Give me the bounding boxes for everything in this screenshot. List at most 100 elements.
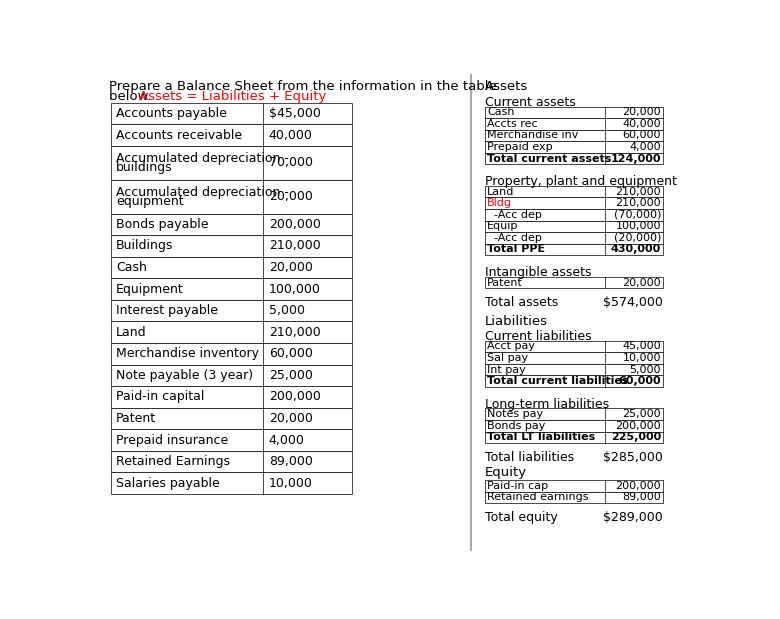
- Text: 100,000: 100,000: [615, 222, 661, 232]
- Text: 89,000: 89,000: [622, 492, 661, 503]
- Text: Acct pay: Acct pay: [488, 342, 535, 352]
- Bar: [485, 480, 663, 491]
- Text: 89,000: 89,000: [269, 455, 313, 468]
- Text: Equip: Equip: [488, 222, 519, 232]
- Bar: [112, 408, 352, 429]
- Text: Prepaid exp: Prepaid exp: [488, 142, 553, 152]
- Text: Note payable (3 year): Note payable (3 year): [116, 369, 254, 382]
- Text: Land: Land: [488, 187, 515, 197]
- Bar: [485, 106, 663, 118]
- Bar: [112, 472, 352, 494]
- Bar: [485, 340, 663, 352]
- Bar: [485, 375, 663, 387]
- Bar: [485, 491, 663, 503]
- Text: Patent: Patent: [116, 412, 156, 425]
- Text: $45,000: $45,000: [269, 107, 321, 120]
- Bar: [485, 141, 663, 153]
- Bar: [485, 244, 663, 255]
- Bar: [485, 209, 663, 220]
- Bar: [485, 364, 663, 375]
- Text: 25,000: 25,000: [269, 369, 313, 382]
- Text: Total PPE: Total PPE: [488, 245, 545, 254]
- Bar: [112, 343, 352, 365]
- Text: Intangible assets: Intangible assets: [485, 266, 591, 279]
- Text: 20,000: 20,000: [269, 190, 313, 203]
- Text: 100,000: 100,000: [269, 283, 321, 296]
- Text: Accounts payable: Accounts payable: [116, 107, 227, 120]
- Text: Total assets: Total assets: [485, 296, 558, 309]
- Text: Accounts receivable: Accounts receivable: [116, 129, 243, 142]
- Text: 60,000: 60,000: [269, 347, 313, 360]
- Bar: [485, 277, 663, 288]
- Text: 45,000: 45,000: [622, 342, 661, 352]
- Text: Merchandise inv: Merchandise inv: [488, 131, 579, 141]
- Text: 5,000: 5,000: [629, 365, 661, 374]
- Text: Total equity: Total equity: [485, 511, 558, 524]
- Text: Int pay: Int pay: [488, 365, 526, 374]
- Text: $285,000: $285,000: [604, 451, 663, 464]
- Text: Total LT liabilities: Total LT liabilities: [488, 432, 596, 443]
- Text: Land: Land: [116, 326, 147, 339]
- Bar: [485, 431, 663, 443]
- Text: Assets = Liabilities + Equity: Assets = Liabilities + Equity: [139, 90, 326, 103]
- Text: buildings: buildings: [116, 161, 172, 174]
- Text: below.: below.: [109, 90, 156, 103]
- Text: Salaries payable: Salaries payable: [116, 477, 220, 490]
- Text: 200,000: 200,000: [269, 218, 321, 231]
- Bar: [485, 420, 663, 431]
- Bar: [112, 279, 352, 300]
- Text: 70,000: 70,000: [269, 157, 313, 170]
- Text: 210,000: 210,000: [615, 198, 661, 208]
- Bar: [112, 180, 352, 214]
- Text: Accumulated depreciation -: Accumulated depreciation -: [116, 186, 289, 199]
- Bar: [485, 232, 663, 244]
- Text: $289,000: $289,000: [604, 511, 663, 524]
- Bar: [485, 153, 663, 165]
- Text: Bonds payable: Bonds payable: [116, 218, 208, 231]
- Bar: [112, 124, 352, 146]
- Text: 200,000: 200,000: [615, 421, 661, 431]
- Text: Current assets: Current assets: [485, 96, 576, 109]
- Text: Retained earnings: Retained earnings: [488, 492, 589, 503]
- Text: Equipment: Equipment: [116, 283, 184, 296]
- Text: Buildings: Buildings: [116, 240, 173, 253]
- Text: Paid-in capital: Paid-in capital: [116, 391, 204, 404]
- Text: Accts rec: Accts rec: [488, 119, 538, 129]
- Bar: [485, 409, 663, 420]
- Bar: [112, 386, 352, 408]
- Bar: [112, 451, 352, 472]
- Text: 10,000: 10,000: [269, 477, 313, 490]
- Bar: [112, 321, 352, 343]
- Bar: [112, 146, 352, 180]
- Text: Notes pay: Notes pay: [488, 409, 544, 419]
- Text: 60,000: 60,000: [619, 376, 661, 386]
- Text: Assets: Assets: [485, 80, 528, 93]
- Text: Prepare a Balance Sheet from the information in the table: Prepare a Balance Sheet from the informa…: [109, 80, 497, 93]
- Text: 210,000: 210,000: [615, 187, 661, 197]
- Bar: [112, 300, 352, 321]
- Text: Paid-in cap: Paid-in cap: [488, 481, 548, 491]
- Text: Equity: Equity: [485, 466, 527, 479]
- Text: Cash: Cash: [116, 261, 147, 274]
- Bar: [112, 214, 352, 235]
- Text: Current liabilities: Current liabilities: [485, 330, 591, 343]
- Text: Total liabilities: Total liabilities: [485, 451, 574, 464]
- Text: Liabilities: Liabilities: [485, 314, 548, 327]
- Bar: [112, 257, 352, 279]
- Bar: [112, 103, 352, 124]
- Text: Patent: Patent: [488, 277, 523, 288]
- Text: -Acc dep: -Acc dep: [488, 233, 542, 243]
- Bar: [112, 365, 352, 386]
- Text: 124,000: 124,000: [611, 154, 661, 163]
- Bar: [485, 197, 663, 209]
- Text: 430,000: 430,000: [611, 245, 661, 254]
- Text: Bonds pay: Bonds pay: [488, 421, 546, 431]
- Text: 60,000: 60,000: [622, 131, 661, 141]
- Text: -Acc dep: -Acc dep: [488, 210, 542, 220]
- Bar: [112, 429, 352, 451]
- Text: 5,000: 5,000: [269, 304, 305, 317]
- Bar: [112, 235, 352, 257]
- Text: Total current assets: Total current assets: [488, 154, 612, 163]
- Text: 4,000: 4,000: [629, 142, 661, 152]
- Text: Merchandise inventory: Merchandise inventory: [116, 347, 259, 360]
